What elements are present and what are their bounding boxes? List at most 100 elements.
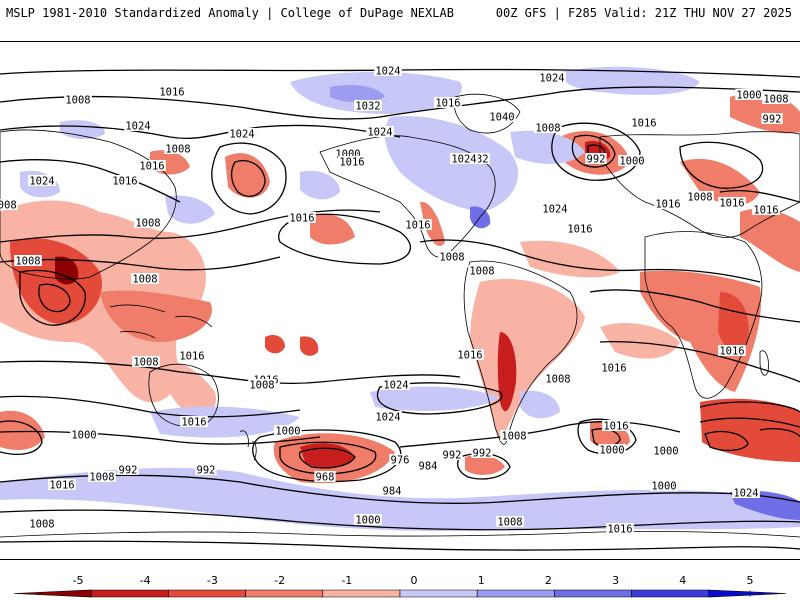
isobar-label: 1008 [88,471,116,484]
isobar-line [211,142,287,215]
color-scale-tick-label: 0 [411,574,418,587]
coast-madagascar [759,350,769,376]
isobar-value: 1008 [165,144,190,156]
isobar-value: 1008 [469,266,494,278]
anomaly-neg-australia [160,361,216,414]
isobar-label: 1008 [534,122,562,135]
anomaly-pos-arctic-core [330,85,385,103]
isobar-label: 1024 [382,379,410,392]
isobar-value: 1016 [435,98,460,110]
color-scale-bar [13,589,787,598]
isobar-line [679,141,764,189]
anomaly-pos-canada [384,116,519,212]
isobar-label: 1008 [468,265,496,278]
isobar-label: 992 [471,447,493,460]
color-scale-segment [476,589,555,598]
isobar-line [230,160,266,197]
isobar-label: 1016 [606,523,634,536]
isobar-label: 1008 [248,379,276,392]
isobar-label: 1024 [538,72,566,85]
isobar-label: 1008 [134,217,162,230]
isobar-label: 1008 [132,356,160,369]
isobar-value: 1008 [29,519,54,531]
isobar-label: 1000 [652,445,680,458]
isobar-label: 992 [585,153,607,166]
anomaly-neg-southernocean-2 [465,455,505,475]
isobar-label: 1024 [732,487,760,500]
isobar-label: 1000 [735,89,763,102]
isobar-label: 1016 [178,350,206,363]
isobar-label: 992 [117,464,139,477]
isobars [0,68,800,551]
isobar-label: 1016 [718,197,746,210]
anomaly-neg-europe [680,158,760,206]
isobar-line [0,540,800,551]
color-scale-tick-label: 3 [612,574,619,587]
isobar-label: 1016 [434,97,462,110]
isobar-label: 1016 [338,156,366,169]
isobar-label: 992 [195,464,217,477]
color-scale-tick-label: -5 [73,574,84,587]
isobar-value: 992 [473,448,492,460]
anomaly-pos-china-north [60,120,105,140]
isobar-line [38,283,71,313]
isobar-label: 1016 [288,212,316,225]
isobar-value: 1024 [125,121,150,133]
isobar-line [0,420,43,455]
anomaly-neg-africa-core [718,292,749,353]
isobar-value: 1000 [736,90,761,102]
isobar-value: 1016 [719,198,744,210]
isobar-label: 1024 [28,175,56,188]
color-scale-segment [245,589,324,598]
anomaly-neg-pacific-isl2 [300,336,319,356]
isobar-label: 1016 [111,175,139,188]
isobar-label: 1000 [274,425,302,438]
anomaly-neg-southamerica [470,278,585,442]
isobar-label: 984 [417,460,439,473]
isobar-value: 1008 [15,256,40,268]
color-scale-segment [90,589,169,598]
isobar-value: 1016 [719,346,744,358]
isobar-value: 1000 [71,430,96,442]
isobar-value: 1016 [289,213,314,225]
isobar-value: 1016 [181,417,206,429]
isobar-label: 1032 [354,100,382,113]
isobar-value: 1016 [112,176,137,188]
isobar-value: 1008 [89,472,114,484]
isobar-label: 1016 [752,204,780,217]
isobar-label: 1000 [70,429,98,442]
anomaly-pos-northpacific [300,170,340,200]
isobar-value: 1024 [733,488,758,500]
isobar-label: 1016 [138,160,166,173]
isobar-label: 1016 [602,420,630,433]
anomaly-neg-california [420,201,445,247]
isobar-value: 1000 [651,481,676,493]
isobar-value: 1024 [539,73,564,85]
isobar-label: 1008 [438,251,466,264]
isobar-label: 1008 [164,143,192,156]
isobar-value: 1008 [439,252,464,264]
isobar-label: 1000 [650,480,678,493]
isobar-value: 1000 [653,446,678,458]
anomaly-pos-south-2 [520,390,560,419]
isobar-line [19,269,86,326]
anomaly-neg-pacific-north [225,153,270,198]
isobar-line [589,289,800,323]
isobar-label: 1008 [496,516,524,529]
isobar-value: 1008 [535,123,560,135]
isobar-label: 1008 [28,518,56,531]
color-scale-legend: -5 -4 -3 -2 -1 0 1 2 3 4 5 [13,574,787,598]
isobar-label: 992 [761,113,783,126]
isobar-value: 1016 [753,205,778,217]
isobar-value: 968 [316,472,335,484]
isobar-value: 1000 [619,156,644,168]
isobar-value: 1008 [501,431,526,443]
isobar-value: 992 [763,114,782,126]
isobar-line [599,341,800,383]
coastlines [0,93,800,538]
isobar-label: 1016 [158,86,186,99]
isobar-label: 1008 [0,199,18,212]
isobar-value: 1000 [355,515,380,527]
isobar-label: 1008 [762,93,790,106]
isobar-line [0,124,401,140]
